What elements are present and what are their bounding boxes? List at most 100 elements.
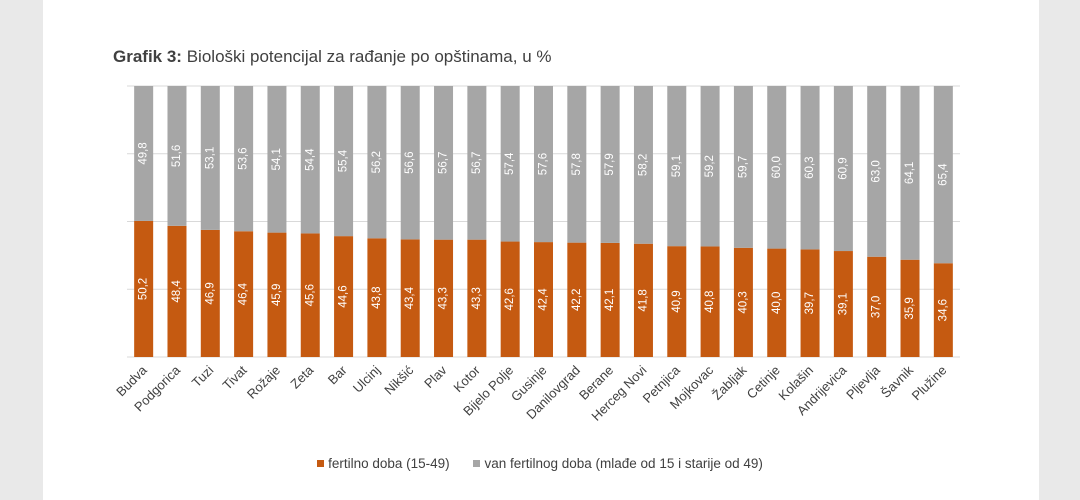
value-label-fertile: 39,1	[837, 293, 849, 315]
bar-non-fertile	[134, 86, 154, 221]
value-label-non-fertile: 57,8	[571, 153, 583, 175]
value-label-fertile: 37,0	[871, 296, 883, 318]
chart-title: Grafik 3: Biološki potencijal za rađanje…	[113, 47, 552, 67]
value-label-non-fertile: 49,8	[138, 142, 150, 164]
bar-fertile	[267, 232, 287, 357]
value-label-non-fertile: 65,4	[937, 163, 949, 186]
bar-fertile	[900, 259, 920, 357]
chart-legend: fertilno doba (15-49) van fertilnog doba…	[0, 456, 1080, 471]
category-label: Pljevlja	[843, 362, 883, 402]
bar-fertile	[234, 231, 254, 357]
value-label-fertile: 50,2	[138, 278, 150, 300]
value-label-fertile: 46,4	[238, 282, 250, 305]
bar-fertile	[167, 225, 187, 357]
category-label: Ulcinj	[350, 362, 383, 395]
value-label-non-fertile: 54,1	[271, 148, 283, 170]
value-label-fertile: 43,4	[404, 286, 416, 309]
value-label-fertile: 44,6	[338, 285, 350, 307]
bar-non-fertile	[667, 86, 687, 247]
value-label-non-fertile: 60,9	[837, 157, 849, 179]
bar-non-fertile	[933, 86, 953, 264]
bar-fertile	[767, 248, 787, 357]
bar-fertile	[400, 239, 420, 357]
value-label-non-fertile: 63,0	[871, 160, 883, 182]
category-label: Tuzi	[189, 362, 217, 390]
bar-non-fertile	[567, 86, 587, 243]
value-label-non-fertile: 56,7	[471, 152, 483, 174]
bar-non-fertile	[700, 86, 720, 247]
bar-non-fertile	[167, 86, 187, 226]
value-label-non-fertile: 56,2	[371, 151, 383, 173]
bar-non-fertile	[800, 86, 820, 250]
bar-non-fertile	[500, 86, 520, 242]
value-label-fertile: 40,8	[704, 291, 716, 313]
value-label-fertile: 45,9	[271, 284, 283, 306]
value-label-fertile: 48,4	[171, 280, 183, 303]
value-label-non-fertile: 56,7	[438, 152, 450, 174]
bar-non-fertile	[200, 86, 220, 230]
bar-non-fertile	[867, 86, 887, 257]
bar-fertile	[467, 239, 487, 357]
value-label-non-fertile: 53,1	[204, 147, 216, 169]
bar-fertile	[300, 233, 320, 357]
legend-swatch-non-fertile	[473, 460, 481, 467]
category-label: Žabljak	[709, 362, 750, 403]
value-label-non-fertile: 60,3	[804, 157, 816, 179]
value-label-non-fertile: 64,1	[904, 162, 916, 184]
category-label: Plav	[421, 362, 450, 391]
value-label-fertile: 41,8	[637, 289, 649, 311]
bar-fertile	[600, 242, 620, 357]
bar-non-fertile	[367, 86, 387, 239]
bar-non-fertile	[300, 86, 320, 234]
value-label-fertile: 43,3	[438, 287, 450, 309]
bar-fertile	[334, 236, 354, 357]
legend-item-non-fertile: van fertilnog doba (mlađe od 15 i starij…	[473, 456, 763, 471]
bar-fertile	[733, 247, 753, 357]
value-label-non-fertile: 51,6	[171, 145, 183, 167]
value-label-fertile: 42,2	[571, 289, 583, 311]
category-label: Rožaje	[244, 363, 283, 402]
bar-fertile	[200, 229, 220, 357]
bar-non-fertile	[400, 86, 420, 240]
chart-title-prefix: Grafik 3:	[113, 47, 182, 66]
bar-non-fertile	[434, 86, 454, 240]
value-label-non-fertile: 57,4	[504, 152, 516, 175]
category-label: Zeta	[287, 362, 317, 392]
bar-fertile	[367, 238, 387, 357]
value-label-fertile: 46,9	[204, 282, 216, 304]
value-label-fertile: 43,3	[471, 287, 483, 309]
value-label-fertile: 43,8	[371, 286, 383, 308]
bar-fertile	[500, 241, 520, 357]
legend-swatch-fertile	[317, 460, 325, 467]
value-label-non-fertile: 53,6	[238, 147, 250, 169]
bar-fertile	[534, 242, 553, 357]
value-label-non-fertile: 56,6	[404, 151, 416, 173]
bar-non-fertile	[534, 86, 553, 243]
bar-non-fertile	[733, 86, 753, 248]
bar-fertile	[833, 251, 853, 357]
value-label-non-fertile: 57,9	[604, 153, 616, 175]
category-label: Bar	[325, 362, 350, 387]
value-label-non-fertile: 54,4	[304, 148, 316, 171]
legend-label-fertile: fertilno doba (15-49)	[328, 456, 450, 471]
bar-non-fertile	[234, 86, 254, 232]
value-label-fertile: 42,1	[604, 289, 616, 311]
value-label-fertile: 35,9	[904, 297, 916, 319]
value-label-non-fertile: 59,1	[671, 155, 683, 177]
bar-fertile	[633, 243, 653, 357]
value-label-non-fertile: 58,2	[637, 154, 649, 176]
bar-fertile	[134, 220, 154, 357]
bar-fertile	[667, 246, 687, 357]
legend-item-fertile: fertilno doba (15-49)	[317, 456, 450, 471]
bar-non-fertile	[900, 86, 920, 260]
bar-fertile	[700, 246, 720, 357]
bar-fertile	[567, 242, 587, 357]
bar-non-fertile	[267, 86, 287, 233]
value-label-non-fertile: 59,2	[704, 155, 716, 177]
bar-non-fertile	[467, 86, 487, 240]
category-label: Plužine	[909, 363, 950, 404]
chart-title-text: Biološki potencijal za rađanje po opštin…	[186, 47, 552, 66]
bar-fertile	[434, 239, 454, 357]
value-label-fertile: 40,9	[671, 290, 683, 312]
bar-non-fertile	[767, 86, 787, 249]
